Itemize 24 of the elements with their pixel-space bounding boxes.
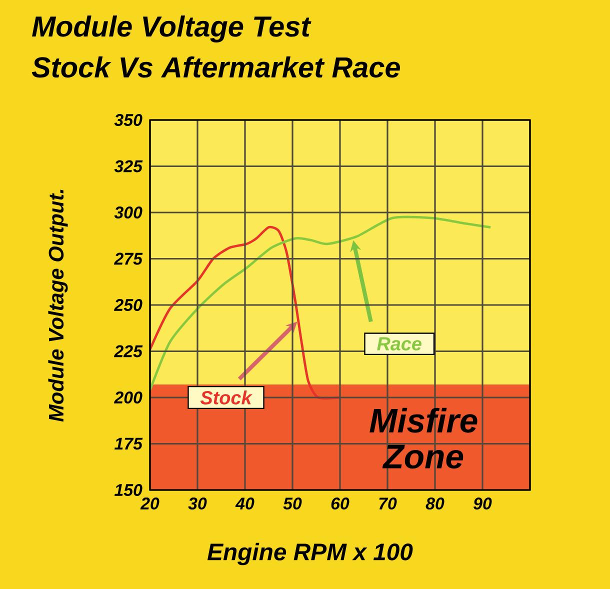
x-tick-label: 50 bbox=[283, 498, 302, 510]
x-tick-label: 90 bbox=[473, 498, 492, 510]
x-axis-title: Engine RPM x 100 bbox=[207, 542, 413, 566]
y-tick-label: 325 bbox=[114, 160, 143, 172]
line-series bbox=[150, 216, 492, 392]
y-tick-label: 150 bbox=[114, 484, 142, 496]
x-tick-label: 40 bbox=[235, 498, 254, 510]
x-tick-label: 70 bbox=[379, 498, 397, 510]
y-tick-label: 250 bbox=[114, 299, 142, 311]
y-tick-label: 300 bbox=[114, 206, 142, 218]
text: Stock bbox=[200, 390, 253, 404]
text: Race bbox=[377, 337, 422, 350]
chart-title: Module Voltage Test bbox=[32, 16, 312, 42]
x-tick-label: 30 bbox=[188, 498, 207, 510]
y-tick-label: 225 bbox=[114, 345, 143, 358]
x-tick-label: 60 bbox=[331, 498, 350, 510]
y-tick-label: 350 bbox=[114, 114, 142, 126]
x-tick-label: 80 bbox=[426, 498, 444, 510]
y-tick-label: 175 bbox=[114, 438, 143, 450]
chart-subtitle: Stock Vs Aftermarket Race bbox=[32, 56, 400, 78]
x-tick-label: 20 bbox=[140, 498, 160, 510]
y-tick-label: 200 bbox=[114, 392, 142, 404]
y-tick-label: 275 bbox=[114, 252, 143, 265]
y-axis-title: Module Voltage Output. bbox=[48, 190, 68, 422]
